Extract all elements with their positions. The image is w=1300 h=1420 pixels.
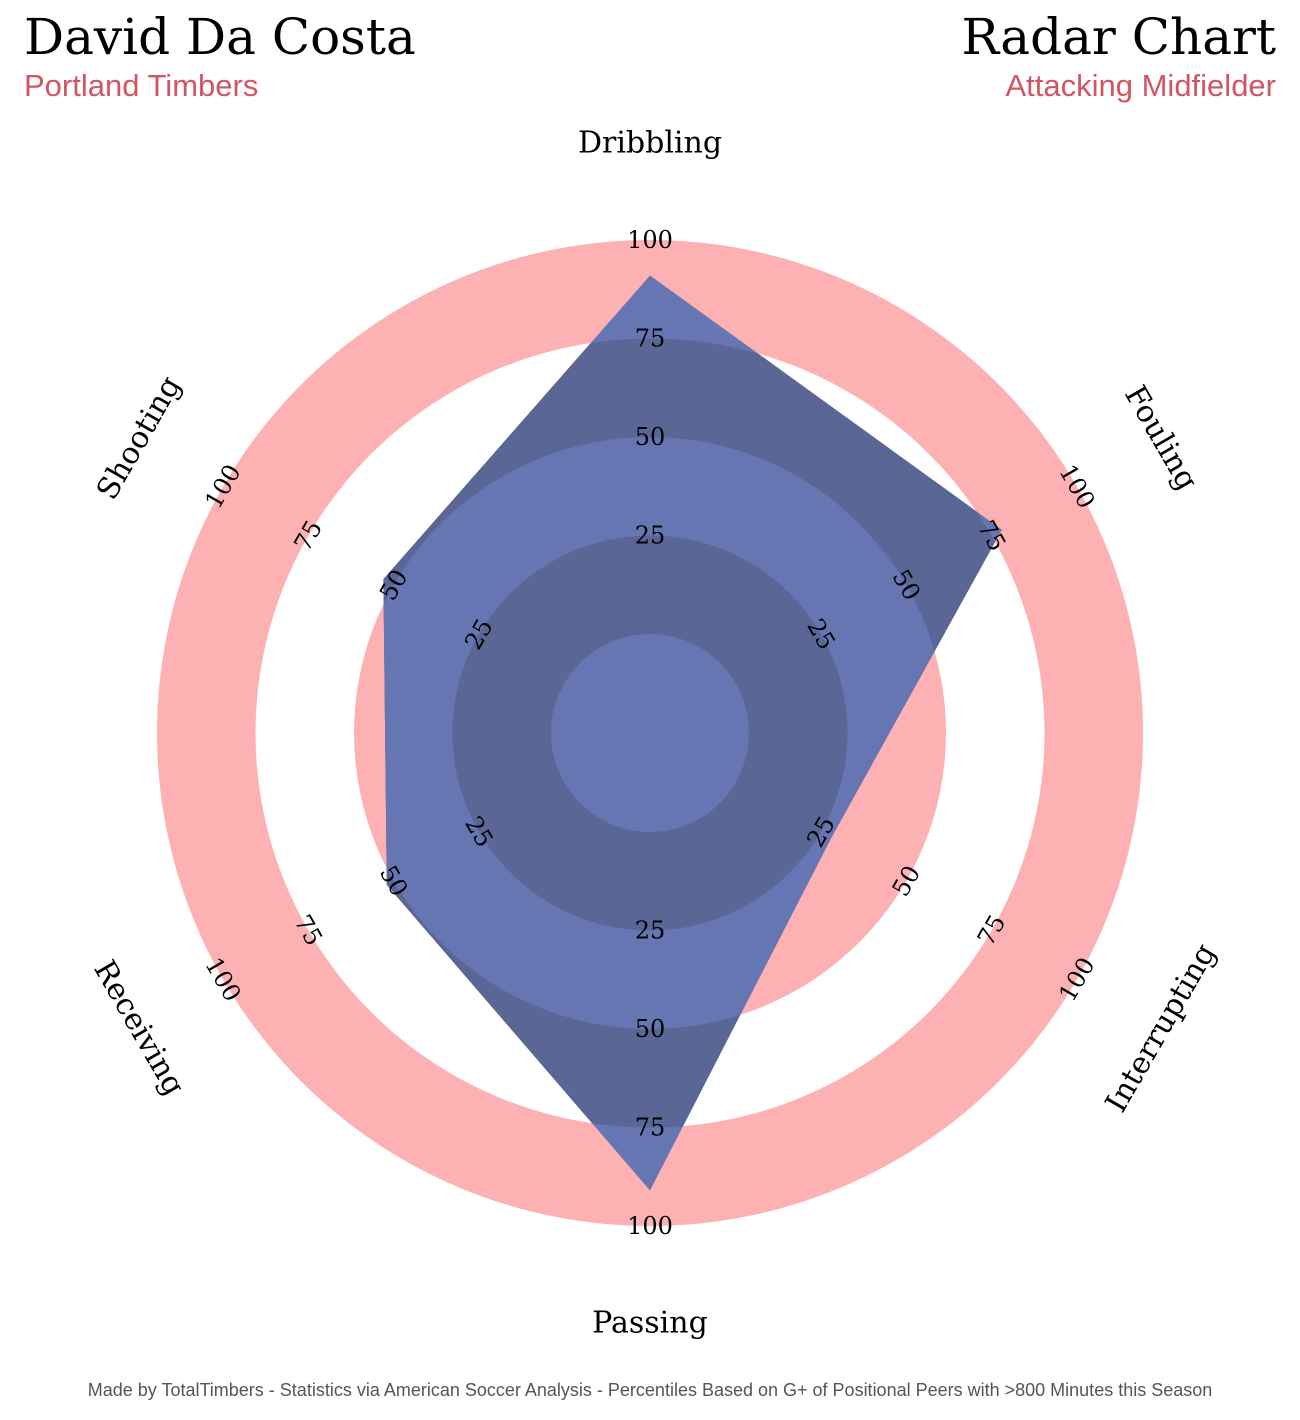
ring-tick-label: 50: [635, 423, 666, 451]
player-position: Attacking Midfielder: [1005, 68, 1276, 103]
ring-tick-label: 50: [635, 1015, 666, 1043]
ring-tick-label: 25: [635, 917, 666, 945]
axis-label-interrupting: Interrupting: [1099, 938, 1223, 1119]
chart-title: Radar Chart: [961, 8, 1276, 66]
axis-label-fouling: Fouling: [1117, 380, 1204, 496]
axis-label-dribbling: Dribbling: [578, 126, 722, 161]
team-name: Portland Timbers: [24, 68, 259, 103]
axis-label-shooting: Shooting: [90, 370, 188, 505]
polygon-band: [551, 634, 749, 832]
ring-tick-label: 75: [635, 1114, 666, 1142]
data-point-passing: [649, 1190, 651, 1192]
footer-credit: Made by TotalTimbers - Statistics via Am…: [87, 1380, 1213, 1400]
data-point-dribbling: [649, 274, 651, 276]
ring-tick-label: 100: [627, 1212, 673, 1240]
ring-tick-label: 100: [627, 226, 673, 254]
axis-label-receiving: Receiving: [86, 954, 191, 1101]
player-name: David Da Costa: [24, 8, 416, 66]
axis-label-passing: Passing: [592, 1306, 708, 1341]
ring-tick-label: 25: [635, 522, 666, 550]
ring-tick-label: 75: [635, 325, 666, 353]
